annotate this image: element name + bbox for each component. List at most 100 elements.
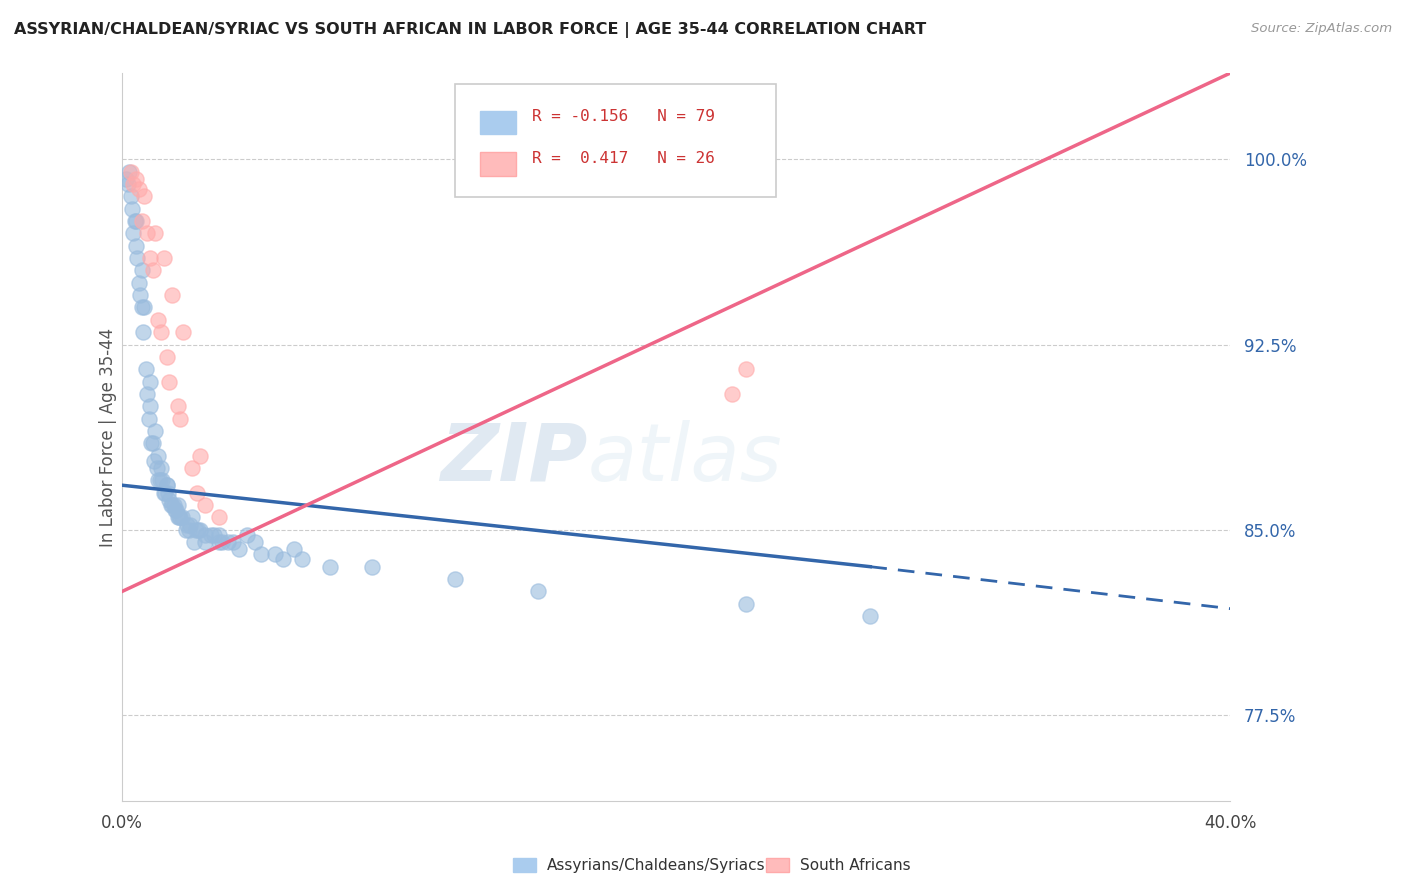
Point	[131, 301, 153, 315]
Point	[141, 436, 163, 450]
Point	[166, 510, 188, 524]
Point	[187, 523, 209, 537]
Point	[720, 387, 742, 401]
Point	[157, 375, 180, 389]
Point	[152, 473, 174, 487]
Point	[162, 498, 184, 512]
Y-axis label: In Labor Force | Age 35-44: In Labor Force | Age 35-44	[100, 327, 117, 547]
Point	[734, 597, 756, 611]
Point	[160, 288, 183, 302]
Point	[177, 523, 200, 537]
Point	[160, 498, 183, 512]
Point	[166, 498, 188, 512]
Point	[122, 177, 145, 191]
Point	[134, 301, 156, 315]
Point	[155, 478, 177, 492]
Point	[134, 189, 156, 203]
Point	[188, 449, 211, 463]
Point	[249, 547, 271, 561]
Point	[211, 535, 233, 549]
Point	[128, 182, 150, 196]
Point	[217, 535, 239, 549]
Point	[188, 523, 211, 537]
Point	[118, 165, 141, 179]
Point	[734, 362, 756, 376]
Point	[128, 276, 150, 290]
Point	[131, 214, 153, 228]
FancyBboxPatch shape	[481, 153, 516, 176]
Point	[236, 527, 259, 541]
Point	[157, 493, 180, 508]
Point	[139, 375, 162, 389]
Point	[202, 527, 225, 541]
Point	[155, 478, 177, 492]
Point	[228, 542, 250, 557]
Point	[150, 325, 173, 339]
Point	[145, 424, 167, 438]
Text: Assyrians/Chaldeans/Syriacs: Assyrians/Chaldeans/Syriacs	[547, 858, 765, 872]
Point	[143, 453, 166, 467]
Point	[129, 288, 152, 302]
Text: South Africans: South Africans	[800, 858, 911, 872]
Text: atlas: atlas	[588, 420, 783, 498]
Point	[176, 517, 198, 532]
Point	[121, 202, 143, 216]
Point	[153, 485, 176, 500]
Point	[200, 527, 222, 541]
Point	[120, 165, 142, 179]
Point	[166, 399, 188, 413]
Point	[183, 535, 205, 549]
Point	[125, 239, 148, 253]
Point	[194, 527, 217, 541]
Point	[180, 461, 202, 475]
Point	[139, 251, 162, 265]
Point	[194, 498, 217, 512]
Point	[142, 436, 165, 450]
Text: Source: ZipAtlas.com: Source: ZipAtlas.com	[1251, 22, 1392, 36]
Point	[222, 535, 245, 549]
Point	[125, 214, 148, 228]
Point	[124, 214, 146, 228]
Point	[149, 473, 172, 487]
Point	[117, 177, 139, 191]
Point	[291, 552, 314, 566]
Point	[180, 510, 202, 524]
Point	[186, 485, 208, 500]
Point	[150, 461, 173, 475]
Point	[174, 523, 197, 537]
Point	[142, 263, 165, 277]
FancyBboxPatch shape	[454, 84, 776, 197]
Point	[148, 473, 170, 487]
Point	[194, 535, 217, 549]
Point	[148, 449, 170, 463]
Point	[360, 559, 382, 574]
Point	[139, 399, 162, 413]
Point	[145, 227, 167, 241]
Point	[148, 313, 170, 327]
Point	[156, 485, 179, 500]
Point	[132, 325, 155, 339]
Point	[136, 387, 159, 401]
Point	[179, 517, 201, 532]
Point	[208, 510, 231, 524]
Point	[263, 547, 285, 561]
Point	[131, 263, 153, 277]
Point	[859, 609, 882, 624]
Point	[170, 510, 193, 524]
Point	[245, 535, 267, 549]
Point	[184, 523, 207, 537]
Point	[165, 503, 187, 517]
Point	[120, 189, 142, 203]
Text: R = -0.156   N = 79: R = -0.156 N = 79	[533, 109, 716, 124]
Point	[527, 584, 550, 599]
Point	[146, 461, 169, 475]
Point	[319, 559, 342, 574]
Point	[138, 411, 160, 425]
Point	[283, 542, 305, 557]
Point	[208, 535, 231, 549]
Point	[169, 411, 191, 425]
Point	[136, 227, 159, 241]
Point	[153, 251, 176, 265]
Point	[271, 552, 294, 566]
Point	[122, 227, 145, 241]
